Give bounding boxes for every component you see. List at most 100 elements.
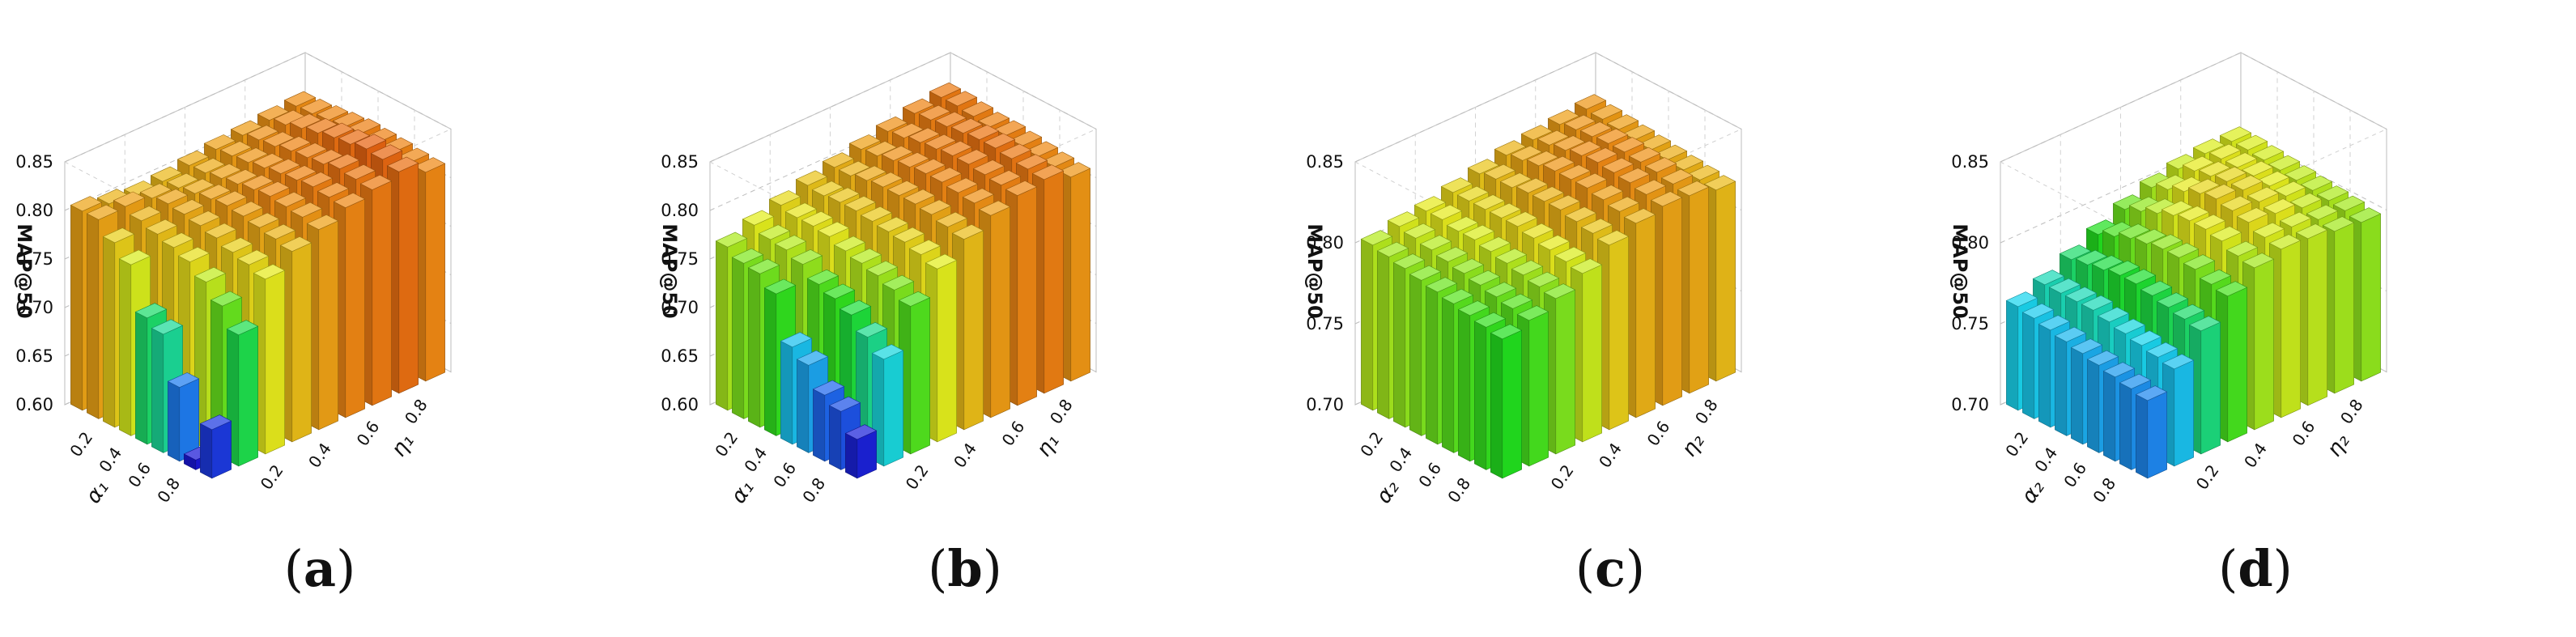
bars — [2005, 126, 2382, 479]
bar — [2322, 216, 2355, 394]
bar-face-left — [2022, 312, 2035, 419]
bar-face-left — [151, 328, 164, 453]
bar-top — [742, 210, 775, 226]
z-tick-label: 0.85 — [15, 152, 53, 172]
bar-top — [2349, 207, 2382, 223]
bar-top — [2172, 304, 2205, 320]
bar — [1623, 208, 1656, 418]
bar-top — [2129, 330, 2162, 346]
bar-top — [2295, 223, 2328, 240]
bar-top — [370, 144, 403, 160]
bar-face-left — [780, 340, 793, 445]
bar-top — [268, 159, 301, 175]
bar-face-left — [748, 267, 761, 428]
bar-top — [2230, 175, 2264, 191]
bar-face-right — [2147, 391, 2167, 479]
bar-face-left — [813, 389, 826, 462]
bar-top — [768, 190, 801, 206]
bar-top — [1430, 204, 1463, 220]
bar-top — [177, 246, 210, 262]
bar-top — [977, 112, 1010, 128]
bar-top — [2182, 155, 2215, 172]
bar-top — [934, 111, 967, 127]
bar-face-left — [829, 405, 842, 470]
bar-top — [263, 223, 296, 240]
bar-top — [2242, 253, 2275, 269]
bar-face-left — [2103, 370, 2116, 462]
bar-top — [908, 127, 941, 143]
bar-face-left — [845, 432, 858, 479]
bar-face-left — [2119, 382, 2132, 470]
bar-top — [1478, 236, 1511, 253]
bar-top — [1484, 282, 1517, 298]
bar-face-right — [2307, 229, 2327, 406]
bar-top — [2300, 175, 2333, 191]
bar-top — [1376, 241, 1409, 257]
bar-top — [1574, 94, 1607, 110]
bar-top — [274, 191, 307, 207]
x-tick-label: 0.6 — [2060, 459, 2090, 491]
bar-top — [2187, 178, 2221, 194]
bar-top — [150, 166, 183, 182]
bar — [951, 224, 984, 431]
bar-top — [2135, 385, 2168, 401]
bar-top — [2166, 242, 2200, 258]
bar-top — [359, 174, 393, 190]
bar-top — [300, 172, 334, 188]
bar-top — [1425, 277, 1458, 293]
bar-top — [333, 193, 366, 209]
x-tick-label: 0.2 — [66, 428, 96, 461]
bar-top — [1042, 151, 1075, 168]
bar-top — [1489, 202, 1522, 219]
bar-top — [1473, 312, 1507, 328]
x-tick-label: 0.6 — [124, 459, 155, 491]
bar-top — [1499, 172, 1532, 189]
z-tick-label: 0.75 — [1951, 314, 1989, 333]
bar-top — [253, 264, 286, 280]
bar-top — [167, 372, 200, 389]
bar-face-left — [764, 287, 777, 436]
bar-top — [1585, 147, 1618, 163]
bar-top — [945, 91, 978, 107]
bar-face-left — [200, 423, 213, 479]
bar-top — [1419, 235, 1452, 251]
bar-face-left — [2136, 393, 2149, 479]
bar-top — [1537, 235, 1571, 251]
caption-a: (a) — [283, 539, 356, 598]
bar-top — [1520, 125, 1554, 141]
z-tick-label: 0.80 — [661, 201, 699, 220]
bar-top — [823, 283, 856, 299]
bar-top — [1703, 175, 1736, 191]
x-tick-label: 0.2 — [711, 428, 742, 461]
bar-top — [247, 212, 280, 228]
bar-top — [1569, 140, 1602, 156]
bar-face-left — [1490, 332, 1503, 479]
bar-top — [2188, 316, 2221, 332]
y-tick-label: 0.8 — [2336, 396, 2367, 428]
panel-d: 0.70 0.75 0.80 0.85 MAP@50 0.2 0.4 0.6 0.8 α₂ 0.2 0… — [1936, 0, 2575, 637]
bar-top — [962, 188, 995, 204]
bar-face-left — [2071, 346, 2084, 445]
bar-top — [913, 159, 946, 175]
bar-top — [2316, 185, 2349, 202]
z-tick-label: 0.80 — [1306, 233, 1344, 253]
bar-top — [1483, 163, 1516, 180]
x-tick-label: 0.6 — [769, 459, 800, 491]
x-tick-label: 0.8 — [2089, 474, 2119, 507]
bar — [226, 320, 259, 467]
bar-top — [1601, 157, 1634, 173]
bar-top — [1456, 185, 1490, 202]
bar-top — [747, 258, 780, 274]
bar-top — [946, 177, 979, 193]
bar-top — [220, 237, 253, 253]
bar-top — [2156, 292, 2189, 308]
bar-top — [2177, 206, 2210, 222]
bar-face-left — [1361, 238, 1374, 411]
bar-top — [774, 235, 807, 251]
bar-top — [1623, 208, 1656, 224]
bar-top — [1563, 114, 1596, 130]
bar-face-right — [883, 350, 903, 467]
bar-face-right — [1582, 264, 1602, 443]
x-tick-label: 0.8 — [1443, 474, 1474, 507]
bar-face-right — [425, 163, 445, 382]
